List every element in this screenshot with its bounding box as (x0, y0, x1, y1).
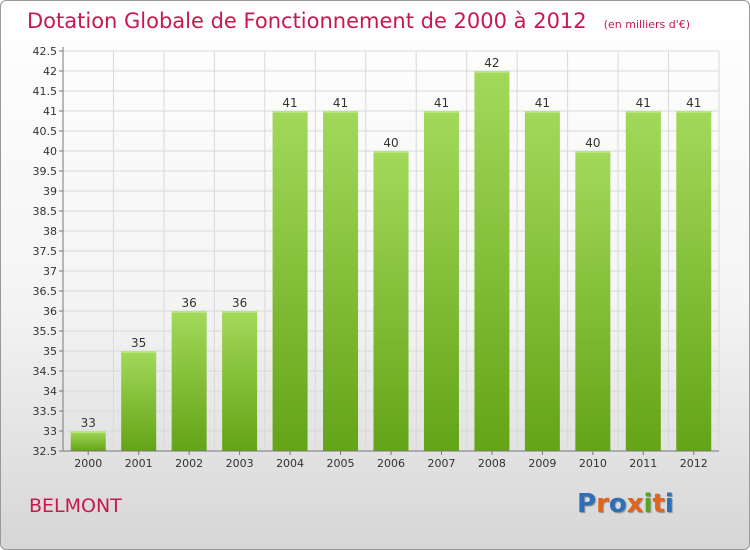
y-tick-label: 40 (43, 145, 57, 158)
logo-letter: x (626, 489, 644, 519)
x-tick-label: 2008 (478, 457, 506, 470)
bar-highlight (272, 111, 308, 113)
bar-value-label: 41 (434, 96, 449, 110)
bar-value-label: 35 (131, 336, 146, 350)
bar-value-label: 36 (232, 296, 247, 310)
logo-letter: P (577, 489, 597, 519)
bar (474, 71, 510, 451)
bar (222, 311, 258, 451)
bar-value-label: 42 (484, 56, 499, 70)
bar-value-label: 41 (282, 96, 297, 110)
bar-highlight (121, 351, 157, 353)
bar (625, 111, 661, 451)
bar (70, 431, 106, 451)
y-tick-label: 32.5 (33, 445, 58, 458)
bar-highlight (524, 111, 560, 113)
title-row: Dotation Globale de Fonctionnement de 20… (27, 9, 690, 33)
logo-letter: i (664, 489, 674, 519)
x-tick-label: 2000 (74, 457, 102, 470)
bar-highlight (676, 111, 712, 113)
x-tick-label: 2009 (528, 457, 556, 470)
bar (171, 311, 207, 451)
y-tick-label: 38.5 (33, 205, 58, 218)
x-tick-label: 2001 (125, 457, 153, 470)
y-tick-label: 42 (43, 65, 57, 78)
bar-highlight (222, 311, 258, 313)
y-tick-label: 34 (43, 385, 57, 398)
y-tick-label: 40.5 (33, 125, 58, 138)
proxiti-logo: Proxiti (577, 489, 674, 519)
x-tick-label: 2007 (427, 457, 455, 470)
y-tick-label: 38 (43, 225, 57, 238)
bar (524, 111, 560, 451)
y-tick-label: 41.5 (33, 85, 58, 98)
x-tick-label: 2002 (175, 457, 203, 470)
logo-letter: t (652, 489, 665, 519)
bar-value-label: 36 (182, 296, 197, 310)
y-tick-label: 33 (43, 425, 57, 438)
x-tick-label: 2010 (579, 457, 607, 470)
bar-highlight (70, 431, 106, 433)
bar (121, 351, 157, 451)
logo-letter: r (596, 489, 609, 519)
bar (323, 111, 359, 451)
y-tick-label: 35 (43, 345, 57, 358)
bar-value-label: 40 (585, 136, 600, 150)
bar-value-label: 40 (383, 136, 398, 150)
x-tick-label: 2003 (226, 457, 254, 470)
y-tick-label: 36.5 (33, 285, 58, 298)
bar (373, 151, 409, 451)
x-tick-label: 2006 (377, 457, 405, 470)
bar-value-label: 41 (535, 96, 550, 110)
bar-highlight (373, 151, 409, 153)
x-tick-label: 2005 (327, 457, 355, 470)
y-tick-label: 35.5 (33, 325, 58, 338)
bar (423, 111, 459, 451)
y-tick-label: 36 (43, 305, 57, 318)
y-tick-label: 37.5 (33, 245, 58, 258)
bar (272, 111, 308, 451)
bar (676, 111, 712, 451)
bar-highlight (323, 111, 359, 113)
bar-highlight (171, 311, 207, 313)
logo-letter: i (643, 489, 653, 519)
commune-name: BELMONT (29, 495, 122, 517)
y-tick-label: 39 (43, 185, 57, 198)
chart-unit: (en milliers d'€) (603, 18, 691, 31)
x-tick-label: 2011 (629, 457, 657, 470)
chart-title: Dotation Globale de Fonctionnement de 20… (27, 9, 587, 33)
bar-highlight (474, 71, 510, 73)
bar-value-label: 41 (333, 96, 348, 110)
y-tick-label: 41 (43, 105, 57, 118)
bar-highlight (575, 151, 611, 153)
bar-highlight (625, 111, 661, 113)
x-tick-label: 2012 (680, 457, 708, 470)
bar-value-label: 33 (81, 416, 96, 430)
y-tick-label: 33.5 (33, 405, 58, 418)
y-tick-label: 42.5 (33, 45, 58, 58)
y-tick-label: 34.5 (33, 365, 58, 378)
logo-letter: o (608, 489, 627, 519)
y-tick-label: 37 (43, 265, 57, 278)
bar (575, 151, 611, 451)
bar-value-label: 41 (686, 96, 701, 110)
bar-highlight (423, 111, 459, 113)
y-tick-label: 39.5 (33, 165, 58, 178)
x-tick-label: 2004 (276, 457, 304, 470)
bar-value-label: 41 (636, 96, 651, 110)
